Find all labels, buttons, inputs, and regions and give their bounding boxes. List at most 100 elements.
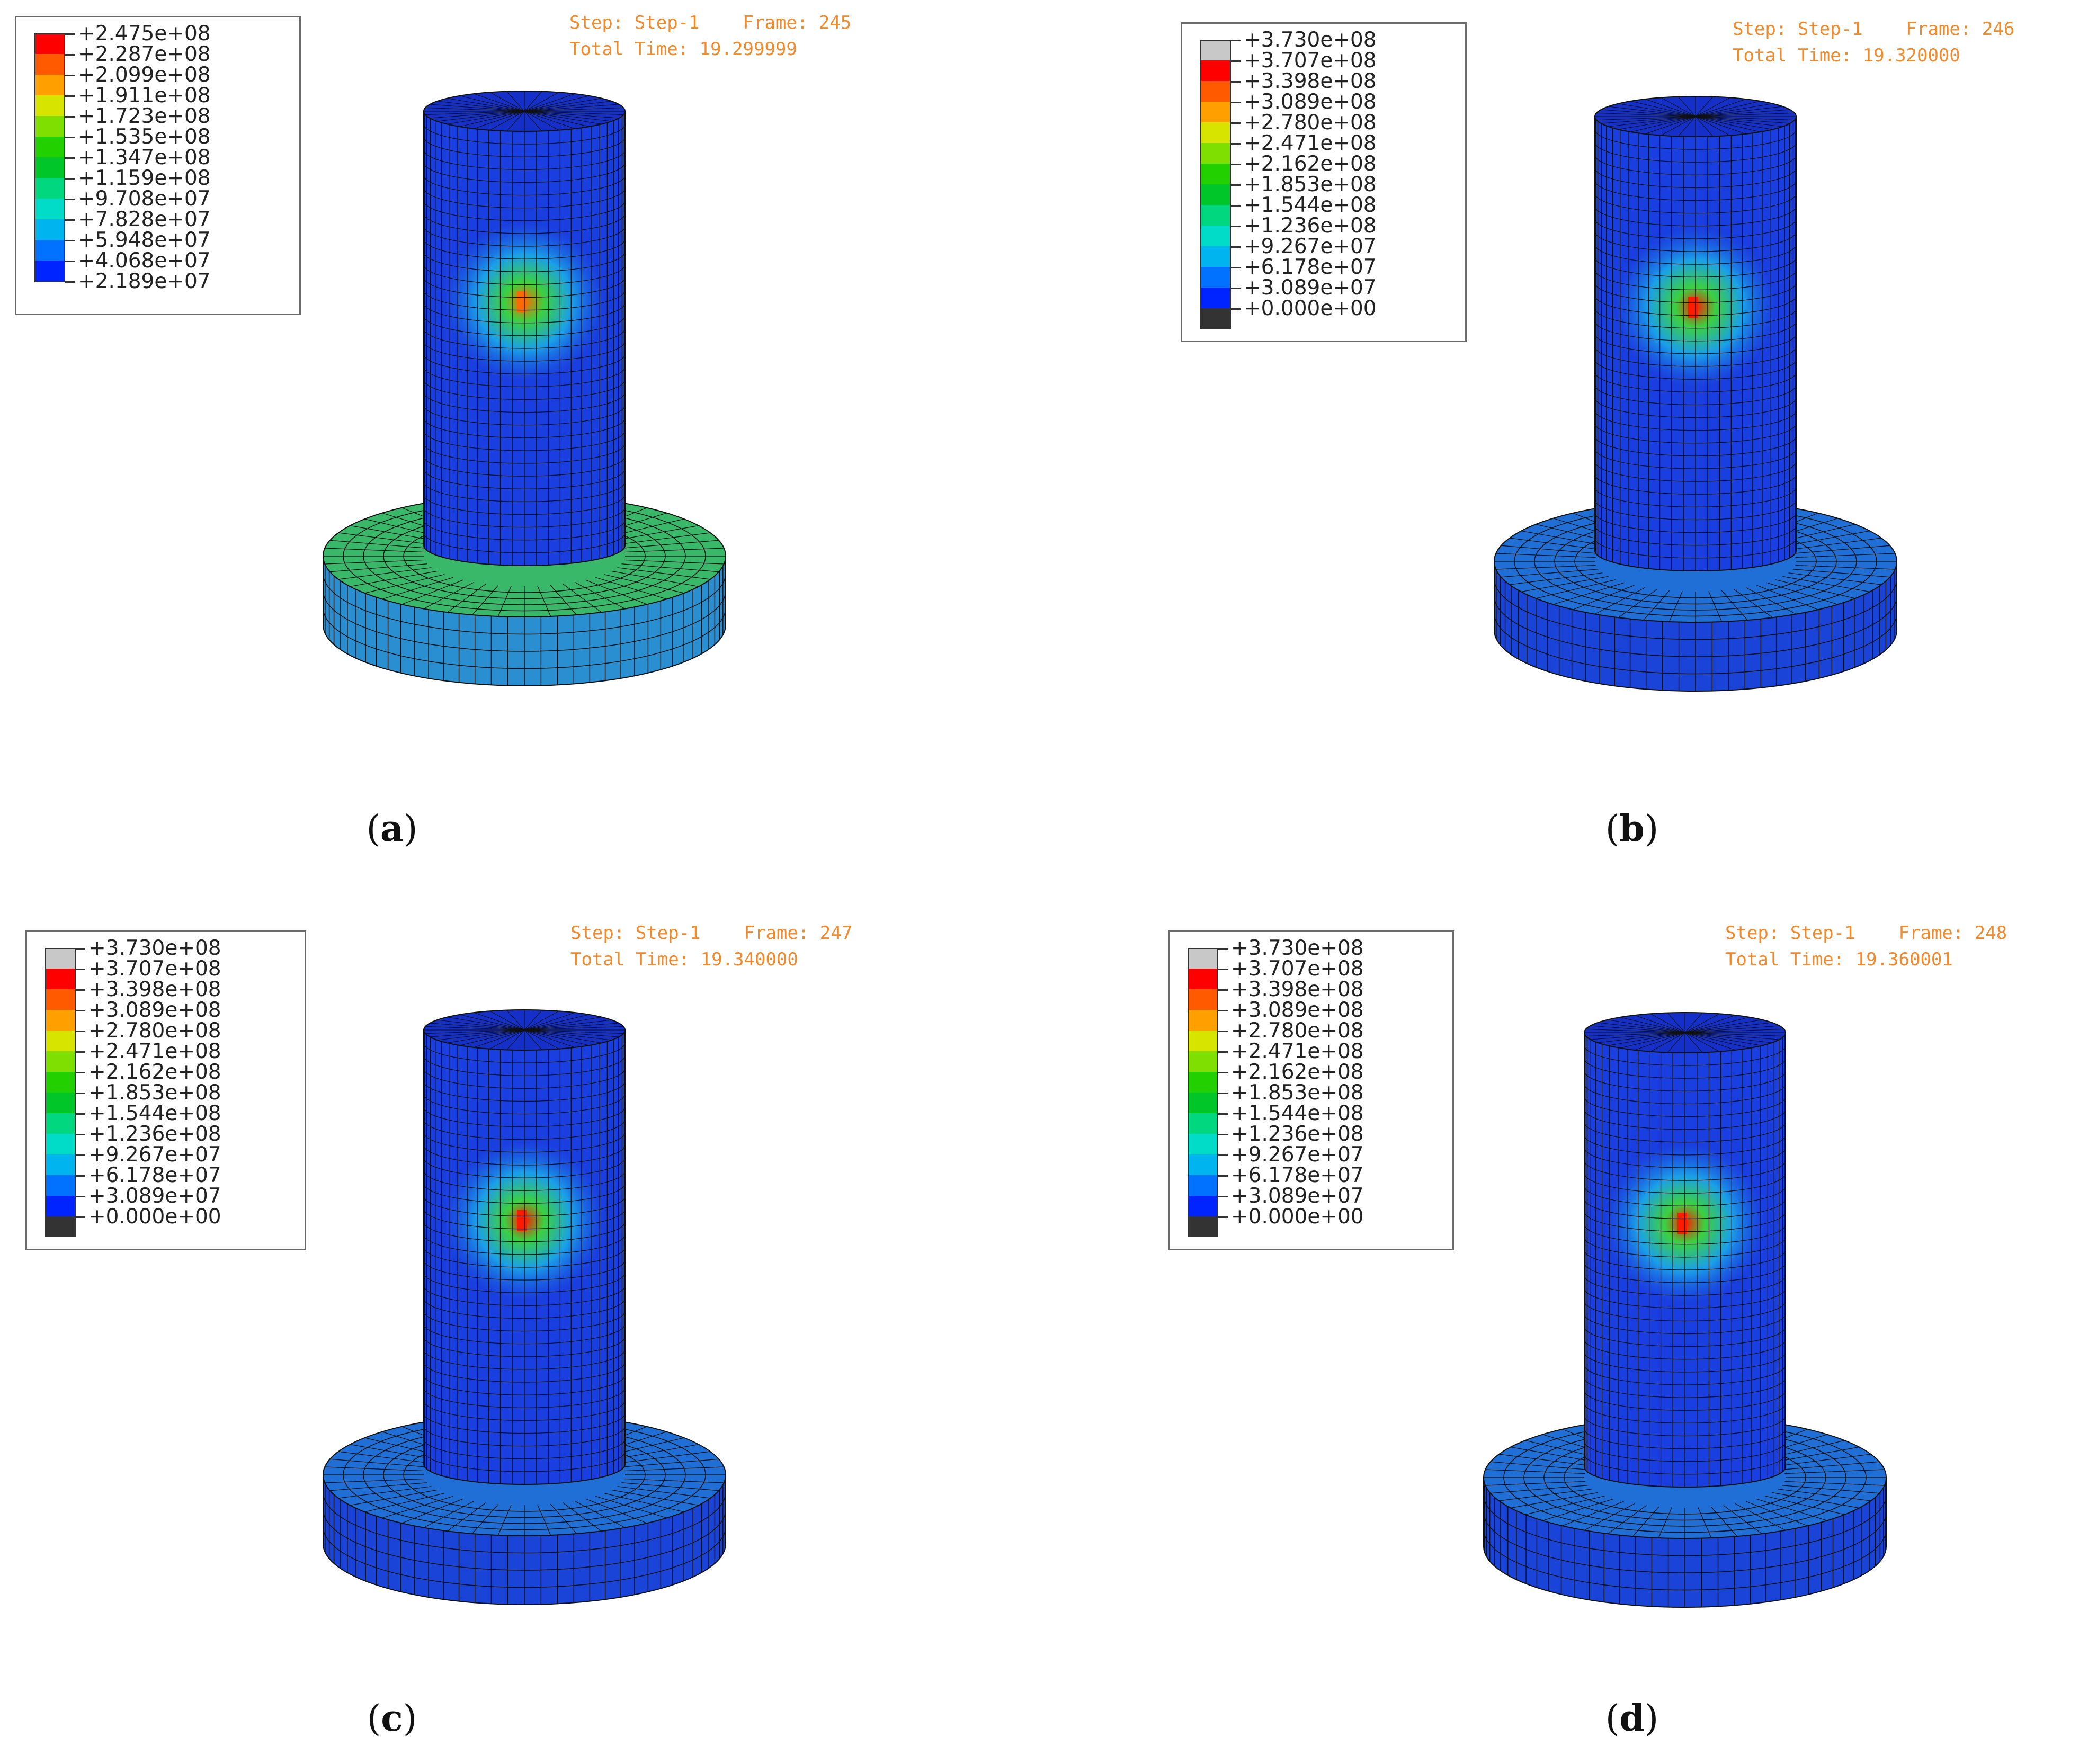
legend-tick: [1231, 81, 1241, 83]
legend-swatch: [1188, 1113, 1218, 1134]
legend-row: +6.178e+07: [1188, 1165, 1434, 1196]
legend-value: +3.089e+08: [1231, 998, 1364, 1022]
legend-swatch: [1200, 81, 1231, 102]
legend-value: +9.708e+07: [78, 187, 211, 211]
fe-model-render: [323, 91, 726, 686]
legend-row: +3.707e+08: [45, 959, 287, 989]
panel-caption: (b): [1605, 808, 1659, 850]
legend-tick: [1218, 1154, 1228, 1156]
legend-tick: [65, 240, 75, 241]
legend-tick: [76, 989, 85, 991]
legend-tick: [1231, 205, 1241, 207]
legend-scale: +3.730e+08 +3.707e+08 +3.398e+08 +3.089e+08…: [45, 938, 287, 1237]
legend-value: +3.707e+08: [1244, 49, 1377, 73]
legend-swatch: [45, 1031, 76, 1051]
legend-tick: [1231, 102, 1241, 103]
contour-legend: +2.475e+08 +2.287e+08 +2.099e+08 +1.911e+08…: [15, 16, 301, 315]
legend-value: +1.853e+08: [88, 1081, 221, 1105]
panel-caption-letter: c: [381, 1697, 403, 1740]
legend-value: +2.162e+08: [1244, 152, 1377, 176]
legend-tick: [76, 948, 85, 950]
legend-value: +1.544e+08: [1231, 1102, 1364, 1125]
legend-swatch: [1200, 246, 1231, 267]
total-time-line: Total Time: 19.320000: [1733, 45, 1960, 66]
legend-value: +0.000e+00: [1231, 1205, 1364, 1229]
legend-tick: [65, 157, 75, 159]
legend-value: +1.911e+08: [78, 84, 211, 108]
legend-tick: [1218, 1093, 1228, 1094]
legend-tick: [1231, 308, 1241, 310]
legend-swatch: [1200, 288, 1231, 308]
legend-row: +2.780e+08: [45, 1020, 287, 1051]
step-info: Step: Step-1 Frame: 248 Total Time: 19.36…: [1725, 920, 2007, 973]
legend-row: +2.162e+08: [45, 1062, 287, 1093]
legend-tick: [1231, 143, 1241, 145]
legend-value: +2.471e+08: [1244, 131, 1377, 155]
legend-row: +9.267e+07: [45, 1144, 287, 1175]
legend-swatch: [1188, 989, 1218, 1010]
legend-row: +3.398e+08: [1188, 979, 1434, 1010]
step-frame-line: Step: Step-1 Frame: 247: [570, 923, 853, 944]
legend-tick: [1218, 969, 1228, 970]
total-time-line: Total Time: 19.299999: [569, 39, 797, 60]
legend-value: +3.707e+08: [88, 957, 221, 981]
legend-row: +1.159e+08: [34, 168, 281, 199]
legend-tick: [65, 95, 75, 97]
legend-value: +6.178e+07: [1244, 255, 1377, 279]
legend-row: +2.471e+08: [1188, 1041, 1434, 1072]
contour-legend: +3.730e+08 +3.707e+08 +3.398e+08 +3.089e+08…: [25, 930, 306, 1250]
legend-row: +1.853e+08: [45, 1082, 287, 1113]
legend-row: +9.267e+07: [1200, 236, 1447, 267]
legend-tick: [65, 75, 75, 76]
panel-caption-letter: a: [380, 808, 404, 850]
legend-tick: [1231, 40, 1241, 41]
peak-stress-element: [1688, 297, 1698, 318]
legend-row: +2.780e+08: [1200, 112, 1447, 143]
legend-row: +3.089e+07: [45, 1186, 287, 1216]
legend-value: +1.723e+08: [78, 104, 211, 128]
legend-swatch: [1188, 969, 1218, 989]
legend-tick: [1218, 1175, 1228, 1177]
legend-swatch: [1188, 1175, 1218, 1196]
legend-swatch: [1200, 164, 1231, 184]
panel-caption: (a): [366, 808, 418, 850]
legend-swatch: [45, 948, 76, 969]
legend-value: +1.853e+08: [1244, 173, 1377, 196]
legend-row: +3.730e+08: [1200, 30, 1447, 60]
legend-swatch: [45, 1134, 76, 1154]
legend-row: +1.911e+08: [34, 85, 281, 116]
legend-row: +3.730e+08: [45, 938, 287, 969]
legend-tick: [65, 199, 75, 200]
contour-legend: +3.730e+08 +3.707e+08 +3.398e+08 +3.089e+08…: [1168, 930, 1454, 1250]
fe-model-render: [1483, 1012, 1887, 1608]
legend-value: +1.236e+08: [1244, 214, 1377, 238]
legend-tick: [1231, 226, 1241, 227]
legend-tick: [65, 178, 75, 180]
legend-swatch: [45, 1010, 76, 1031]
legend-value: +4.068e+07: [78, 249, 211, 273]
legend-swatch: [1188, 1072, 1218, 1093]
legend-row: +1.853e+08: [1188, 1082, 1434, 1113]
legend-swatch: [34, 157, 65, 178]
panel-b: +3.730e+08 +3.707e+08 +3.398e+08 +3.089e+08…: [1044, 0, 2088, 882]
legend-swatch: [1200, 226, 1231, 246]
legend-tick: [65, 116, 75, 118]
legend-swatch: [1188, 1093, 1218, 1113]
panel-caption-letter: b: [1619, 808, 1645, 850]
legend-tick: [1218, 1051, 1228, 1053]
legend-value: +2.099e+08: [78, 63, 211, 87]
legend-tick: [1218, 948, 1228, 950]
legend-row: +3.707e+08: [1188, 959, 1434, 989]
legend-tick: [76, 1031, 85, 1032]
legend-row: +9.708e+07: [34, 189, 281, 219]
legend-value: +3.089e+08: [1244, 90, 1377, 114]
panel-a: +2.475e+08 +2.287e+08 +2.099e+08 +1.911e+08…: [0, 0, 1044, 882]
legend-scale: +3.730e+08 +3.707e+08 +3.398e+08 +3.089e+08…: [1188, 938, 1434, 1237]
legend-value: +6.178e+07: [88, 1163, 221, 1187]
legend-tick: [1218, 1134, 1228, 1135]
legend-row: +1.544e+08: [1188, 1103, 1434, 1134]
legend-tick: [76, 1010, 85, 1011]
legend-row: +3.398e+08: [45, 979, 287, 1010]
legend-row: +1.347e+08: [34, 147, 281, 178]
legend-tick: [1231, 246, 1241, 248]
